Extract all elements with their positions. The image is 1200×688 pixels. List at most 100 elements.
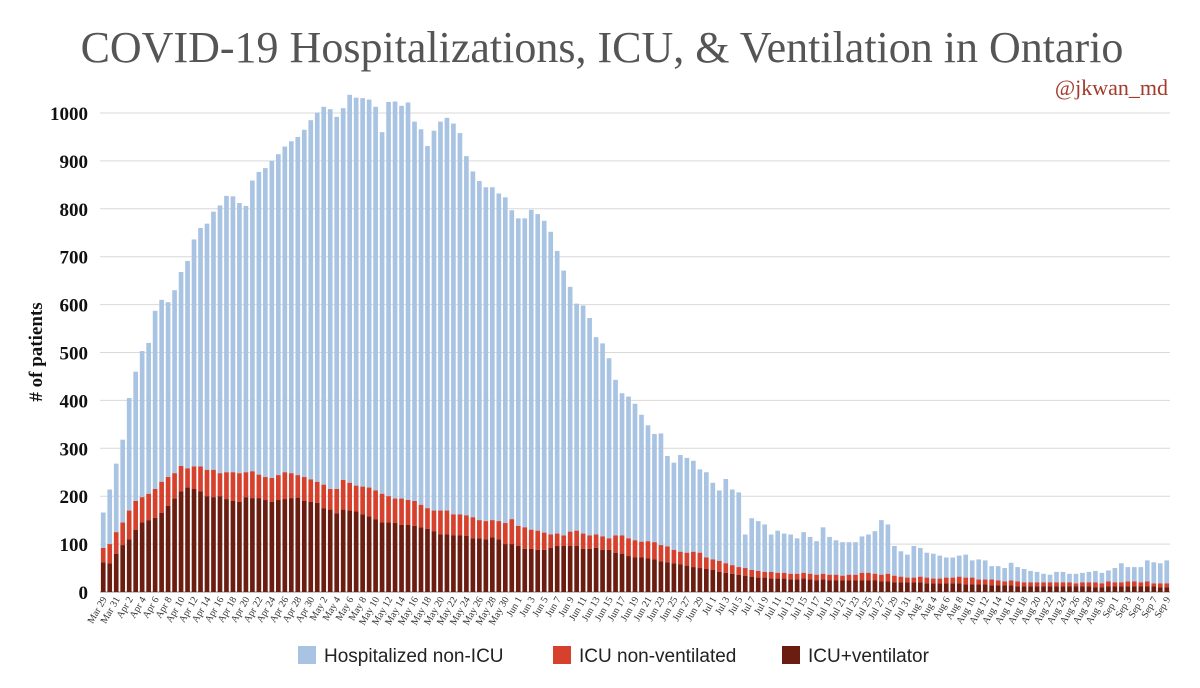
bar-hospitalized-non-icu bbox=[502, 197, 508, 524]
bar-icu-non-ventilated bbox=[1119, 582, 1124, 587]
bar-icu-non-ventilated bbox=[451, 514, 456, 536]
bar-icu-non-ventilated bbox=[781, 572, 787, 579]
bar-icu-non-ventilated bbox=[502, 523, 508, 545]
bar-hospitalized-non-icu bbox=[412, 121, 417, 501]
bar-hospitalized-non-icu bbox=[567, 286, 573, 532]
bar-icu-non-ventilated bbox=[198, 466, 203, 492]
bar-icu-ventilator bbox=[905, 582, 910, 592]
bar-icu-ventilator bbox=[846, 580, 852, 592]
bar-icu-ventilator bbox=[515, 546, 521, 592]
bar-hospitalized-non-icu bbox=[742, 534, 748, 569]
bar-icu-non-ventilated bbox=[820, 573, 826, 580]
bar-icu-non-ventilated bbox=[619, 535, 625, 554]
bar-hospitalized-non-icu bbox=[1080, 572, 1085, 583]
bar-icu-ventilator bbox=[159, 512, 164, 592]
bar-icu-ventilator bbox=[444, 534, 450, 592]
bar-icu-non-ventilated bbox=[256, 474, 262, 499]
bar-hospitalized-non-icu bbox=[1099, 572, 1105, 584]
bar-icu-non-ventilated bbox=[1099, 583, 1105, 588]
bar-icu-ventilator bbox=[308, 501, 314, 592]
bar-icu-non-ventilated bbox=[1041, 582, 1046, 587]
bar-icu-ventilator bbox=[224, 499, 229, 592]
bar-icu-non-ventilated bbox=[639, 541, 644, 558]
bar-hospitalized-non-icu bbox=[1093, 570, 1098, 583]
bar-icu-non-ventilated bbox=[716, 560, 722, 572]
bar-icu-non-ventilated bbox=[301, 477, 307, 501]
bar-icu-non-ventilated bbox=[762, 571, 768, 578]
bar-icu-ventilator bbox=[723, 572, 729, 592]
bar-icu-non-ventilated bbox=[1034, 582, 1040, 587]
bar-icu-ventilator bbox=[528, 548, 534, 592]
bar-hospitalized-non-icu bbox=[120, 439, 126, 523]
bar-hospitalized-non-icu bbox=[930, 553, 936, 579]
bar-icu-non-ventilated bbox=[250, 471, 255, 499]
bar-icu-ventilator bbox=[483, 539, 489, 592]
bar-hospitalized-non-icu bbox=[820, 527, 826, 574]
legend-swatch bbox=[782, 646, 800, 664]
bar-icu-non-ventilated bbox=[989, 579, 995, 586]
bar-hospitalized-non-icu bbox=[230, 196, 236, 473]
bar-hospitalized-non-icu bbox=[814, 541, 819, 575]
bar-icu-non-ventilated bbox=[1015, 581, 1020, 587]
bar-icu-non-ventilated bbox=[969, 577, 975, 585]
bar-icu-ventilator bbox=[937, 583, 943, 592]
bar-hospitalized-non-icu bbox=[879, 520, 884, 575]
bar-hospitalized-non-icu bbox=[152, 310, 158, 490]
bar-icu-non-ventilated bbox=[911, 577, 917, 583]
bar-icu-non-ventilated bbox=[535, 530, 541, 550]
bar-icu-non-ventilated bbox=[340, 479, 346, 510]
bar-icu-ventilator bbox=[548, 547, 554, 592]
bar-hospitalized-non-icu bbox=[755, 521, 761, 571]
bar-icu-non-ventilated bbox=[269, 477, 275, 502]
bar-icu-non-ventilated bbox=[353, 485, 359, 512]
bar-hospitalized-non-icu bbox=[600, 343, 605, 537]
bar-icu-ventilator bbox=[126, 539, 132, 592]
bar-icu-ventilator bbox=[340, 509, 346, 592]
bar-hospitalized-non-icu bbox=[853, 542, 858, 575]
bar-icu-ventilator bbox=[665, 562, 670, 592]
bar-hospitalized-non-icu bbox=[924, 552, 930, 578]
bar-icu-ventilator bbox=[716, 571, 722, 592]
bar-icu-ventilator bbox=[1138, 586, 1144, 592]
bar-icu-ventilator bbox=[379, 522, 385, 592]
bar-icu-ventilator bbox=[1073, 586, 1079, 592]
bar-icu-non-ventilated bbox=[360, 486, 365, 515]
bar-icu-ventilator bbox=[678, 564, 683, 592]
bar-icu-non-ventilated bbox=[1008, 580, 1014, 586]
bar-icu-non-ventilated bbox=[496, 521, 502, 540]
bar-hospitalized-non-icu bbox=[288, 141, 294, 474]
bar-icu-ventilator bbox=[866, 580, 871, 592]
bar-hospitalized-non-icu bbox=[898, 551, 904, 577]
bar-hospitalized-non-icu bbox=[827, 536, 832, 575]
bar-hospitalized-non-icu bbox=[671, 462, 677, 550]
bar-icu-ventilator bbox=[613, 552, 618, 592]
bar-icu-non-ventilated bbox=[392, 498, 398, 524]
bar-icu-ventilator bbox=[152, 517, 158, 592]
bar-icu-non-ventilated bbox=[159, 481, 164, 513]
chart-credit: @jkwan_md bbox=[1055, 75, 1168, 100]
bar-hospitalized-non-icu bbox=[353, 97, 359, 486]
bar-icu-ventilator bbox=[1164, 587, 1170, 592]
bar-icu-ventilator bbox=[191, 489, 197, 592]
bar-icu-ventilator bbox=[969, 584, 975, 592]
bar-icu-non-ventilated bbox=[464, 515, 469, 536]
bar-icu-ventilator bbox=[1086, 586, 1092, 592]
bar-icu-non-ventilated bbox=[982, 579, 988, 585]
bar-icu-non-ventilated bbox=[275, 475, 281, 501]
bar-icu-non-ventilated bbox=[613, 535, 618, 553]
y-tick-label: 800 bbox=[60, 200, 89, 221]
y-axis-label: # of patients bbox=[26, 302, 47, 401]
bar-icu-non-ventilated bbox=[509, 519, 515, 545]
bar-hospitalized-non-icu bbox=[100, 512, 106, 548]
bar-icu-ventilator bbox=[1054, 586, 1059, 592]
bar-hospitalized-non-icu bbox=[444, 117, 450, 511]
bar-icu-non-ventilated bbox=[308, 479, 314, 502]
bar-icu-ventilator bbox=[509, 544, 515, 592]
bar-icu-ventilator bbox=[204, 496, 210, 592]
bar-icu-non-ventilated bbox=[632, 540, 638, 558]
bar-icu-non-ventilated bbox=[937, 578, 943, 584]
bar-hospitalized-non-icu bbox=[645, 425, 651, 542]
bar-icu-non-ventilated bbox=[593, 534, 599, 548]
bar-icu-non-ventilated bbox=[827, 574, 832, 581]
bar-icu-ventilator bbox=[386, 522, 391, 592]
